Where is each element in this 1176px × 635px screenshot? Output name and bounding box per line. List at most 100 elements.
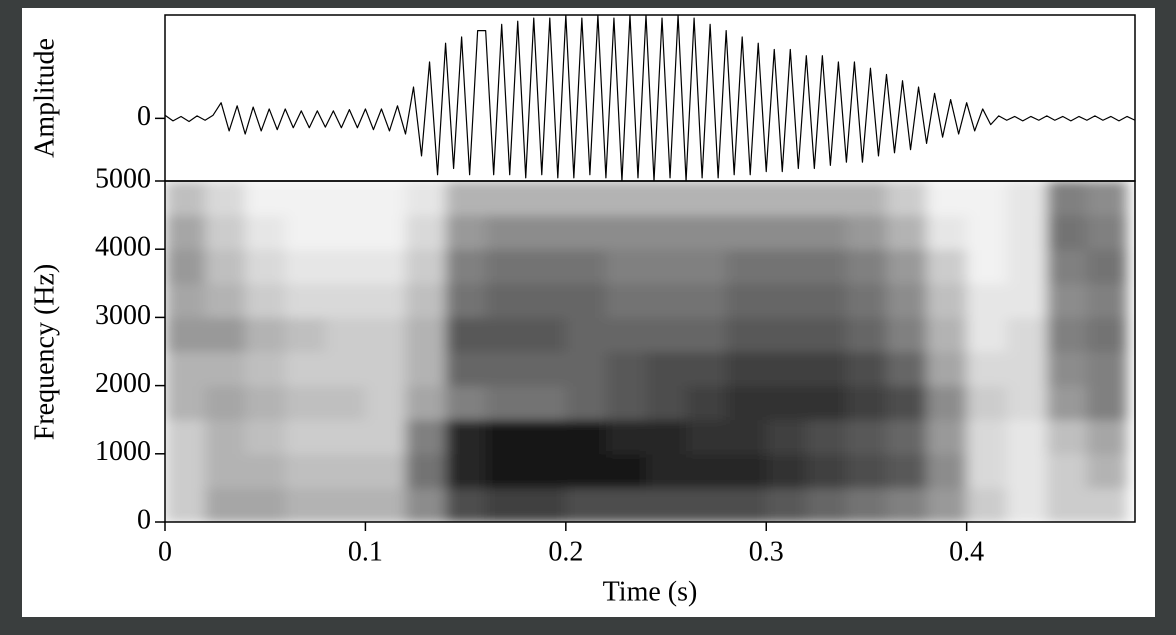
x-tick-label: 0.3 <box>749 536 784 567</box>
spectrogram-cell <box>605 487 647 522</box>
spectrogram-cell <box>285 215 326 250</box>
spectrogram-cell <box>1086 385 1128 421</box>
spectrogram-cell <box>245 317 286 352</box>
spectrogram-cell <box>285 181 326 216</box>
spectrogram-cell <box>846 419 887 455</box>
spectrogram-cell <box>405 351 447 387</box>
spectrogram-cell <box>645 283 687 318</box>
spectrogram-cell <box>165 317 206 352</box>
y-tick-label: 4000 <box>95 232 151 263</box>
spectrogram-cell <box>325 283 366 318</box>
spectrogram-cell <box>766 215 807 250</box>
spectrogram-cell <box>405 419 447 455</box>
x-tick-label: 0.4 <box>949 536 984 567</box>
spectrogram-cell <box>245 453 286 489</box>
spectrogram-cell <box>806 249 847 284</box>
spectrogram-cell <box>726 487 767 522</box>
spectrogram-cell <box>846 487 887 522</box>
spectrogram-cell <box>726 419 767 455</box>
spectrogram-cell <box>1086 453 1128 489</box>
spectrogram-cell <box>525 351 567 387</box>
spectrogram-cell <box>1006 453 1048 489</box>
spectrogram-cell <box>245 181 286 216</box>
spectrogram-cell <box>445 215 487 250</box>
spectrogram-cell <box>165 453 206 489</box>
spectrogram-cell <box>686 249 727 284</box>
spectrogram-cell <box>205 283 246 318</box>
spectrogram-cell <box>1006 215 1048 250</box>
spectrogram-cell <box>886 181 928 216</box>
spectrogram-cell <box>525 215 567 250</box>
spectrogram-cell <box>766 249 807 284</box>
spectrogram-cell <box>926 181 968 216</box>
spectrogram-cell <box>365 487 406 522</box>
spectrogram-cell <box>1006 317 1048 352</box>
spectrogram-cell <box>1046 351 1088 387</box>
spectrogram-cell <box>205 453 246 489</box>
spectrogram-cell <box>766 385 807 421</box>
spectrogram-cell <box>645 419 687 455</box>
spectrogram-cell <box>325 419 366 455</box>
spectrogram-cell <box>686 283 727 318</box>
spectrogram-cell <box>285 317 326 352</box>
spectrogram-cell <box>485 215 527 250</box>
spectrogram-cell <box>726 283 767 318</box>
spectrogram-cell <box>285 283 326 318</box>
spectrogram-cell <box>966 317 1008 352</box>
spectrogram-cell <box>485 385 527 421</box>
spectrogram-cell <box>966 181 1008 216</box>
spectrogram-cell <box>605 249 647 284</box>
spectrogram-cell <box>766 181 807 216</box>
spectrogram-cell <box>1086 283 1128 318</box>
spectrogram-cell <box>686 215 727 250</box>
spectrogram-cell <box>726 317 767 352</box>
spectrogram-cell <box>485 419 527 455</box>
spectrogram-cell <box>1046 453 1088 489</box>
spectrogram-cell <box>926 351 968 387</box>
spectrogram-cell <box>926 385 968 421</box>
spectrogram-cell <box>886 419 928 455</box>
spectrogram-cell <box>165 283 206 318</box>
spectrogram-cell <box>926 215 968 250</box>
spectrogram-cell <box>165 351 206 387</box>
spectrogram-cell <box>205 351 246 387</box>
spectrogram-cell <box>766 317 807 352</box>
spectrogram-cell <box>806 351 847 387</box>
spectrogram-cell <box>1086 249 1128 284</box>
x-tick-label: 0.2 <box>548 536 583 567</box>
spectrogram-cell <box>926 487 968 522</box>
spectrogram-cell <box>1086 419 1128 455</box>
spectrogram-cell <box>645 487 687 522</box>
spectrogram-cell <box>605 351 647 387</box>
spectrogram-cell <box>205 385 246 421</box>
spectrogram-cell <box>525 487 567 522</box>
spectrogram-cell <box>365 385 406 421</box>
spectrogram-cell <box>726 249 767 284</box>
waveform-line <box>165 15 1135 181</box>
spectrogram-cell <box>405 317 447 352</box>
spectrogram-cells <box>165 181 1128 522</box>
spectrogram-cell <box>1086 351 1128 387</box>
spectrogram-cell <box>605 419 647 455</box>
spectrogram-cell <box>766 351 807 387</box>
spectrogram-cell <box>886 317 928 352</box>
spectrogram-cell <box>806 181 847 216</box>
spectrogram-cell <box>926 249 968 284</box>
spectrogram-cell <box>485 317 527 352</box>
spectrogram-cell <box>285 419 326 455</box>
spectrogram-cell <box>726 215 767 250</box>
spectrogram-cell <box>1086 487 1128 522</box>
spectrogram-cell <box>565 351 607 387</box>
spectrogram-cell <box>886 351 928 387</box>
spectrogram-cell <box>445 249 487 284</box>
spectrogram-cell <box>1046 317 1088 352</box>
spectrogram-cell <box>525 385 567 421</box>
spectrogram-cell <box>325 317 366 352</box>
spectrogram-cell <box>445 453 487 489</box>
spectrogram-cell <box>886 385 928 421</box>
x-tick-label: 0 <box>158 536 172 567</box>
spectrogram-cell <box>846 385 887 421</box>
spectrogram-cell <box>806 283 847 318</box>
spectrogram-cell <box>605 215 647 250</box>
